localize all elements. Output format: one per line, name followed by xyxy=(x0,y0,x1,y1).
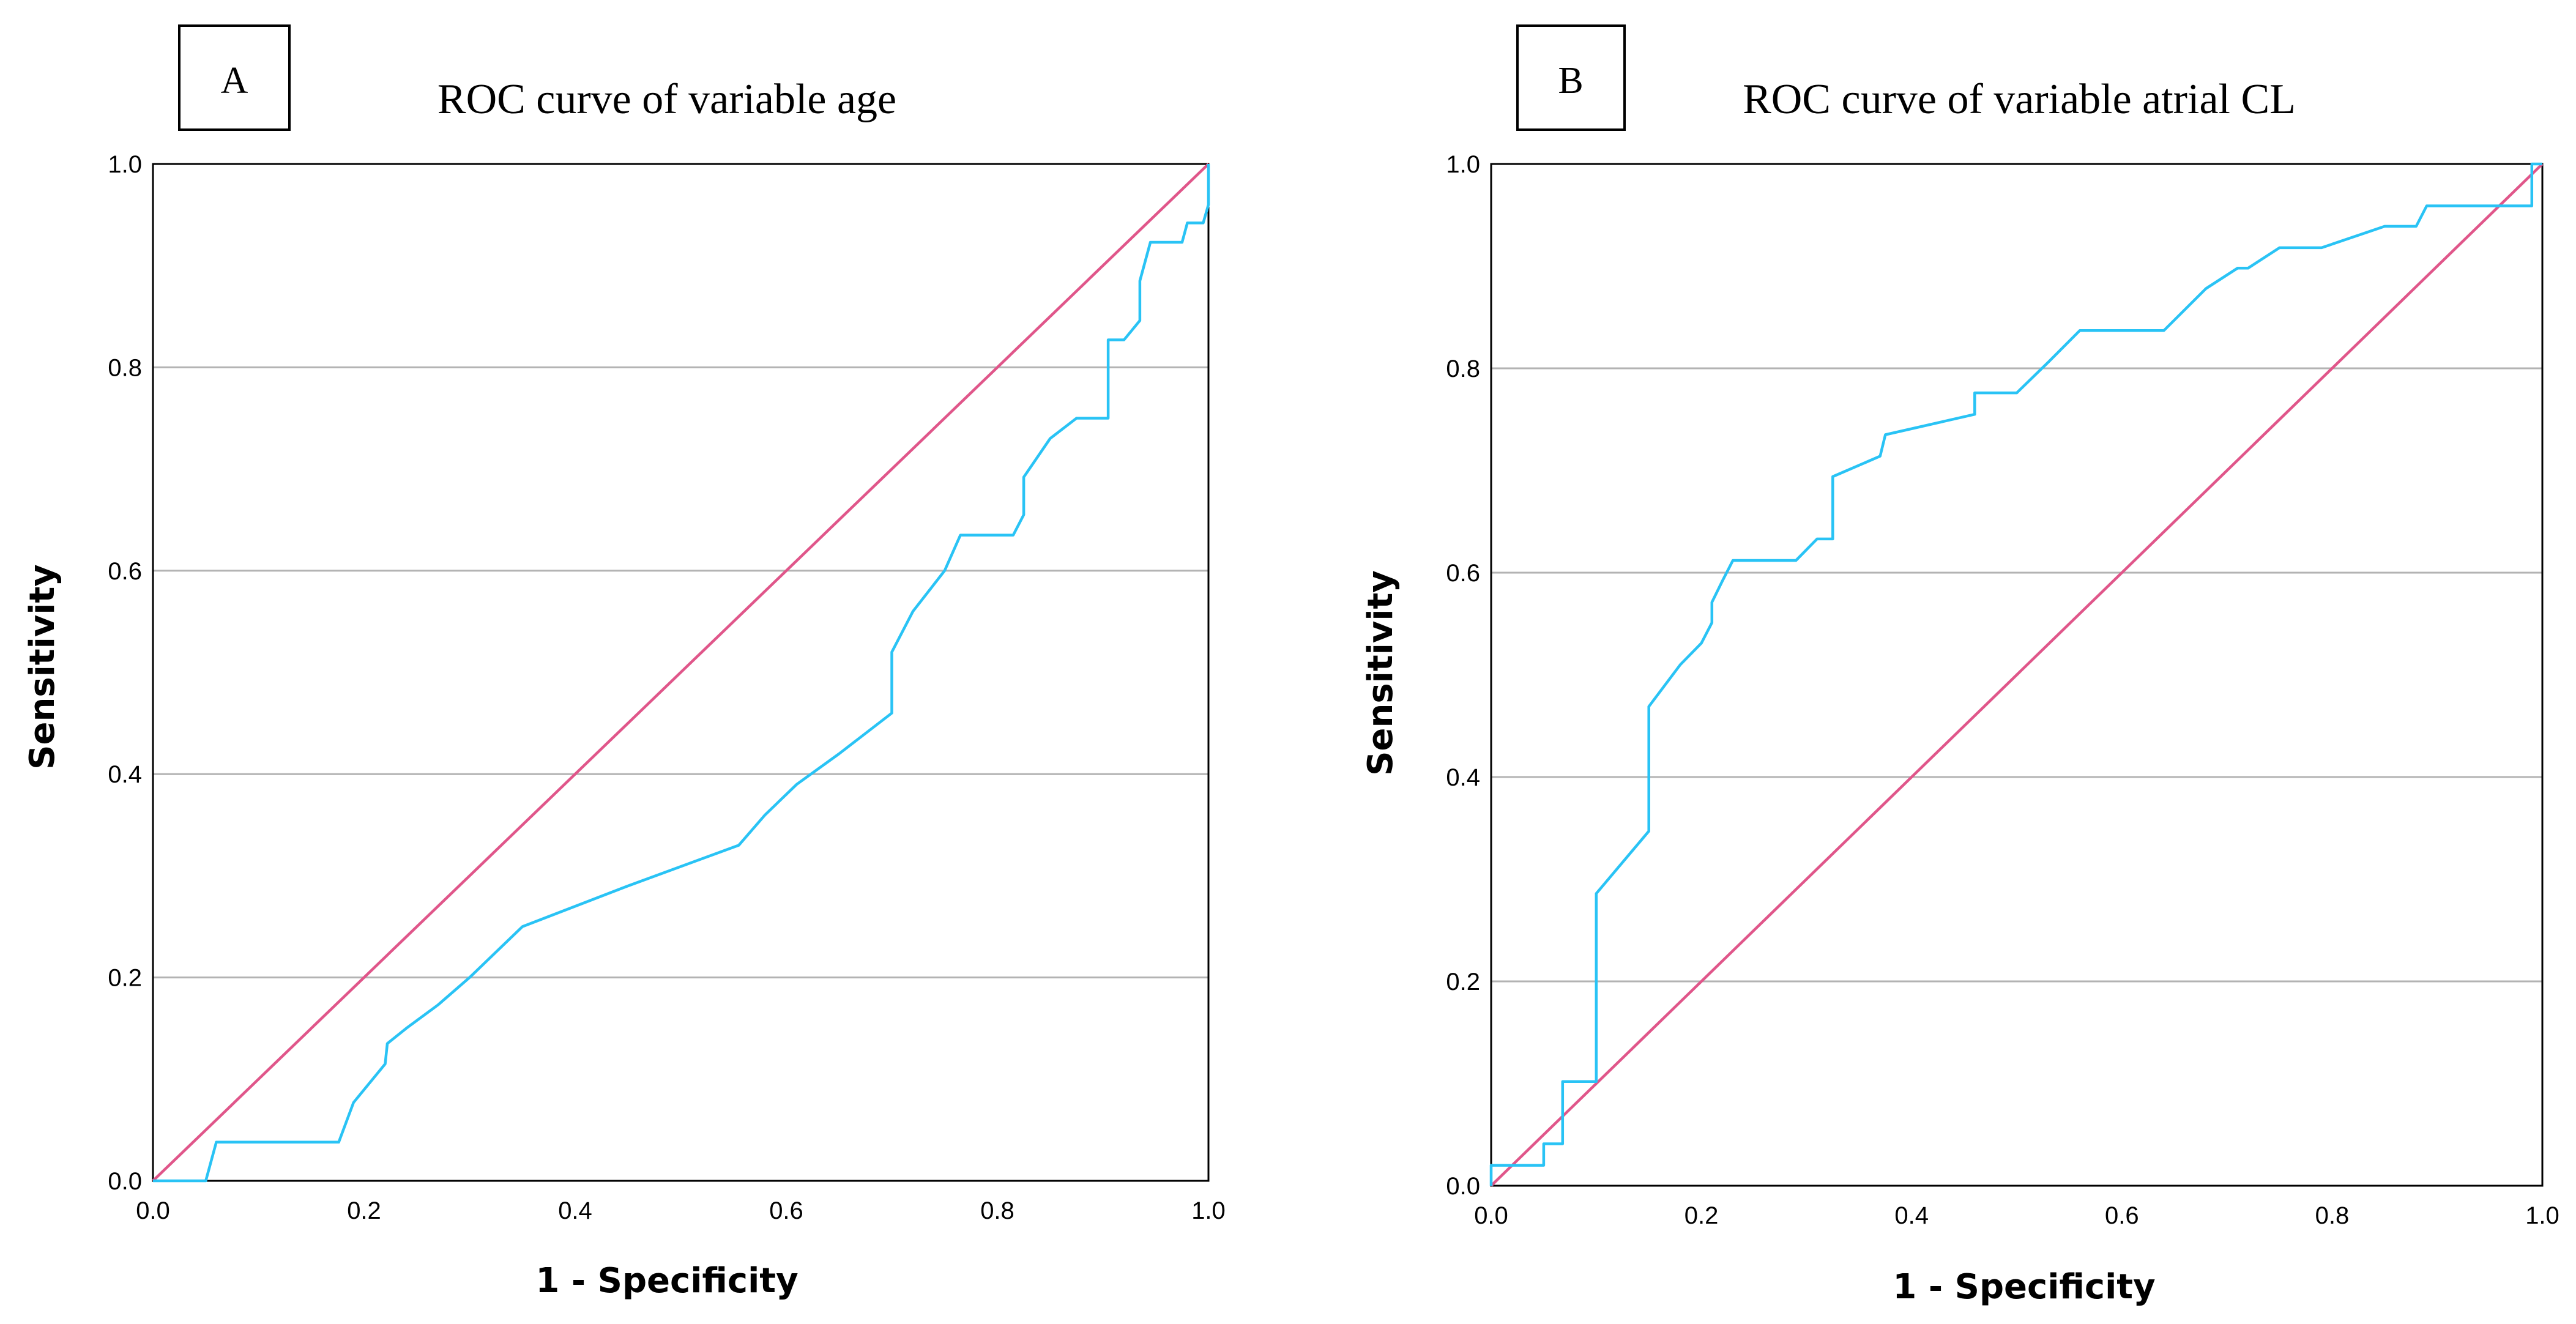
panel-b-x-tick-label: 0.6 xyxy=(2105,1202,2139,1229)
panel-a-x-tick-label: 0.8 xyxy=(980,1197,1014,1224)
panel-a-x-ticks: 0.0 0.2 0.4 0.6 0.8 1.0 xyxy=(136,1197,1226,1224)
panel-b-reference-line xyxy=(1490,163,2544,1187)
panel-b-plot-frame xyxy=(1490,163,2544,1187)
panel-a-y-tick-label: 0.4 xyxy=(108,761,142,788)
panel-b-x-axis-label: 1 - Specificity xyxy=(1893,1267,2155,1307)
panel-a-y-tick-label: 0.8 xyxy=(108,354,142,381)
panel-a-y-tick-label: 1.0 xyxy=(108,151,142,178)
panel-b-series xyxy=(1489,162,2544,1187)
panel-b-y-tick-label: 1.0 xyxy=(1446,151,1480,178)
panel-a-label: A xyxy=(221,60,248,102)
panel-b-x-tick-label: 0.2 xyxy=(1684,1202,1719,1229)
panel-a-reference-line xyxy=(152,163,1210,1182)
panel-b-x-tick-label: 0.4 xyxy=(1894,1202,1929,1229)
panel-a-roc-curve xyxy=(153,164,1210,1183)
panel-a-gridlines xyxy=(153,366,1208,979)
panel-a-y-tick-label: 0.0 xyxy=(108,1168,142,1195)
panel-a-y-ticks: 0.0 0.2 0.4 0.6 0.8 1.0 xyxy=(108,151,142,1195)
panel-a-y-tick-label: 0.2 xyxy=(108,965,142,992)
panel-a-x-tick-label: 0.0 xyxy=(136,1197,170,1224)
panel-a-y-tick-label: 0.6 xyxy=(108,558,142,585)
panel-b-y-tick-label: 0.2 xyxy=(1446,969,1480,995)
panel-b-label: B xyxy=(1558,60,1583,102)
panel-b-y-axis-label: Sensitivity xyxy=(1361,570,1401,776)
panel-b-x-tick-label: 0.0 xyxy=(1474,1202,1508,1229)
panel-b-y-tick-label: 0.8 xyxy=(1446,355,1480,382)
panel-a-x-axis-label: 1 - Specificity xyxy=(535,1261,798,1301)
panel-a-y-axis-label: Sensitivity xyxy=(23,564,62,770)
panel-a-label-box xyxy=(178,24,291,131)
panel-a-x-tick-label: 0.6 xyxy=(769,1197,803,1224)
panel-a: A ROC curve of variable age 1 - Specific… xyxy=(23,24,1226,1301)
panel-b-roc-curve xyxy=(1489,162,2542,1186)
panel-a-x-tick-label: 1.0 xyxy=(1191,1197,1226,1224)
panel-b-y-ticks: 0.0 0.2 0.4 0.6 0.8 1.0 xyxy=(1446,151,1480,1200)
panel-b-label-box xyxy=(1516,24,1626,131)
panel-a-x-tick-label: 0.2 xyxy=(347,1197,381,1224)
panel-b-title: ROC curve of variable atrial CL xyxy=(1743,76,2296,123)
panel-b: B ROC curve of variable atrial CL 1 - Sp… xyxy=(1361,24,2559,1307)
panel-b-x-ticks: 0.0 0.2 0.4 0.6 0.8 1.0 xyxy=(1474,1202,2559,1229)
panel-a-title: ROC curve of variable age xyxy=(437,76,896,123)
panel-b-y-tick-label: 0.0 xyxy=(1446,1173,1480,1200)
panel-a-series xyxy=(152,163,1210,1183)
panel-b-y-tick-label: 0.6 xyxy=(1446,560,1480,587)
panel-b-y-tick-label: 0.4 xyxy=(1446,764,1480,791)
panel-b-gridlines xyxy=(1491,367,2542,983)
panel-b-x-tick-label: 0.8 xyxy=(2315,1202,2350,1229)
panel-a-x-tick-label: 0.4 xyxy=(558,1197,592,1224)
panel-b-x-tick-label: 1.0 xyxy=(2525,1202,2559,1229)
panel-a-plot-frame xyxy=(152,163,1210,1182)
